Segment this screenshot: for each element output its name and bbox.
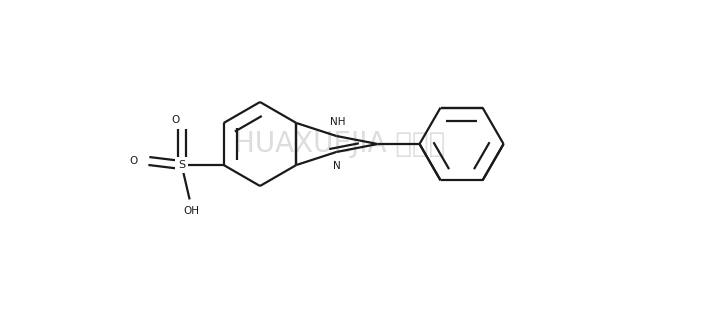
Text: HUAXUEJIA 化学加: HUAXUEJIA 化学加 — [234, 130, 446, 158]
Text: O: O — [171, 115, 180, 125]
Text: S: S — [178, 160, 185, 170]
Text: O: O — [130, 156, 138, 166]
Text: N: N — [333, 161, 341, 171]
Text: OH: OH — [184, 206, 200, 216]
Text: NH: NH — [330, 117, 345, 127]
